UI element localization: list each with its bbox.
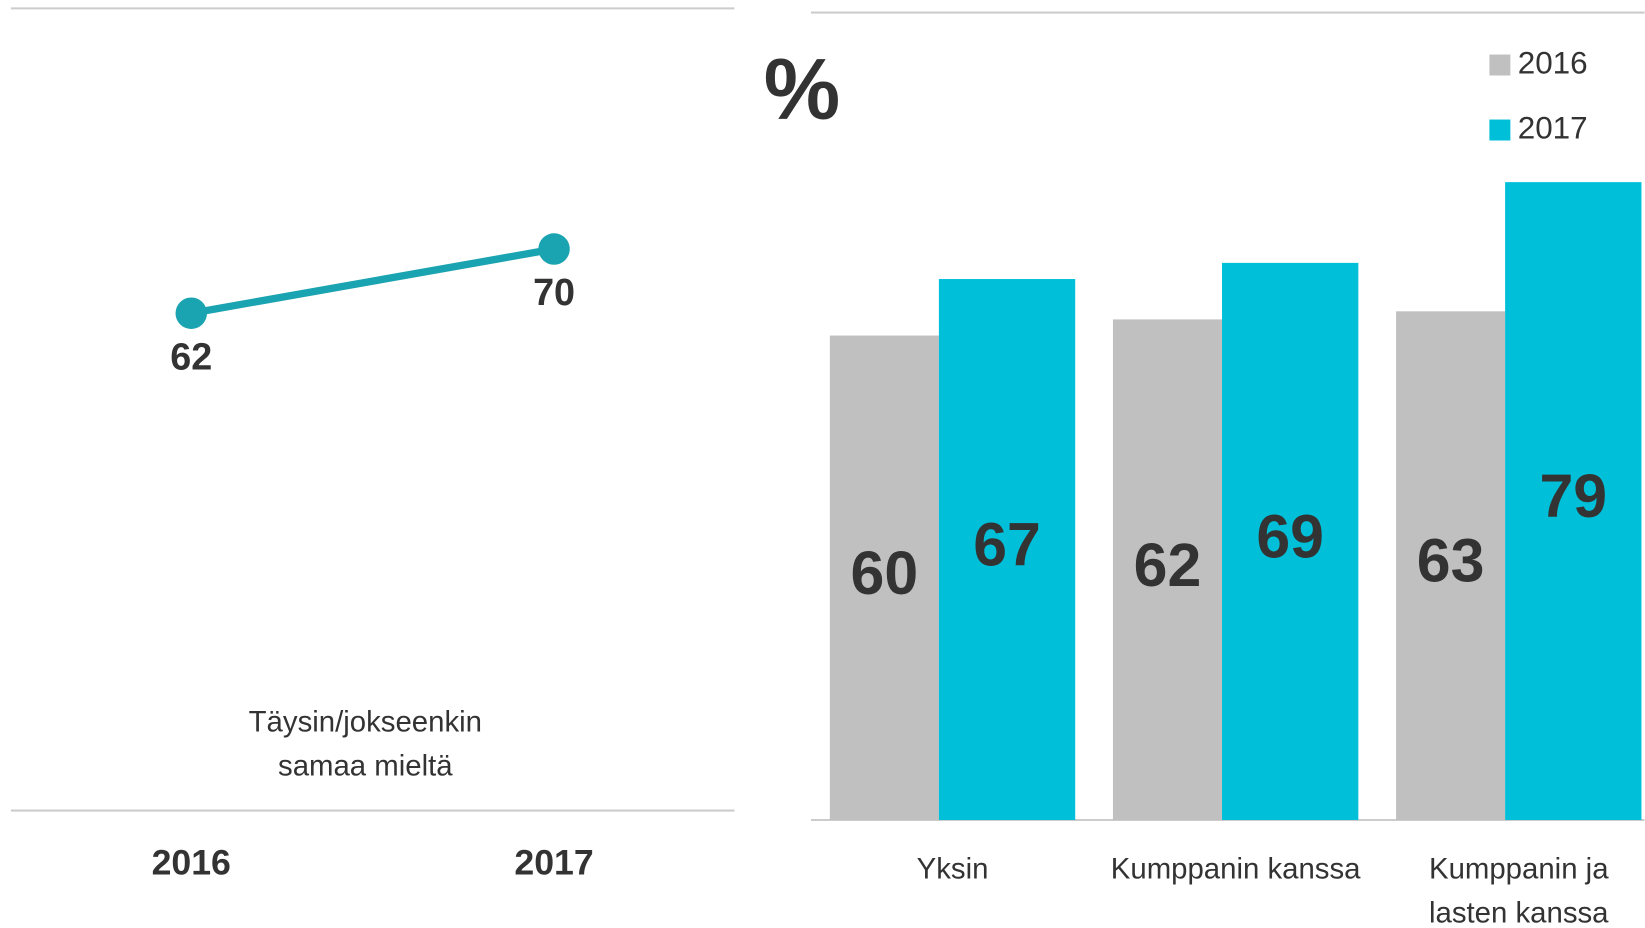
x-tick-label: Yksin — [917, 852, 989, 885]
series-label: Täysin/jokseenkin samaa mieltä — [249, 705, 482, 782]
bar — [1505, 182, 1642, 820]
value-label: 62 — [1134, 531, 1202, 599]
x-tick-label: 2016 — [152, 843, 231, 883]
value-label: 60 — [851, 539, 919, 607]
bar — [938, 279, 1076, 820]
value-label: 63 — [1417, 527, 1485, 595]
bar — [1396, 311, 1506, 820]
bar — [829, 335, 939, 820]
legend-swatch — [1489, 119, 1511, 141]
legend-label: 2016 — [1518, 45, 1588, 80]
point — [538, 233, 570, 265]
x-tick-label: Kumppanin kanssa — [1111, 852, 1361, 885]
line — [190, 245, 555, 317]
value-label: 69 — [1256, 503, 1324, 571]
x-tick-label: Kumppanin ja lasten kanssa — [1429, 852, 1609, 928]
value-label: 79 — [1539, 462, 1607, 530]
x-tick-label: 2017 — [514, 843, 593, 883]
legend-label: 2017 — [1518, 110, 1588, 145]
y-unit: % — [764, 42, 840, 138]
point — [175, 297, 207, 329]
legend-swatch — [1489, 54, 1511, 76]
value-label: 70 — [533, 271, 575, 313]
bar — [1222, 262, 1359, 820]
value-label: 67 — [973, 511, 1041, 579]
value-label: 62 — [170, 335, 212, 377]
bar — [1112, 319, 1223, 820]
